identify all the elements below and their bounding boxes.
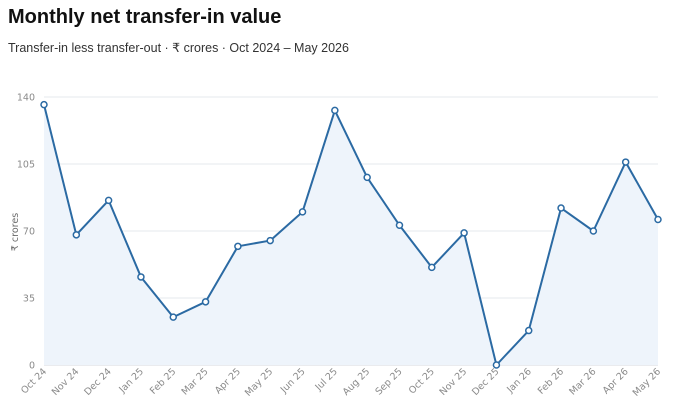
- data-point[interactable]: [72, 231, 81, 239]
- x-tick-label: Feb 26: [536, 366, 566, 396]
- chart-title: Monthly net transfer-in value: [8, 6, 282, 28]
- x-tick-label: May 25: [243, 366, 275, 398]
- series-line: [43, 104, 659, 366]
- data-point[interactable]: [266, 236, 274, 245]
- area-layer: [44, 104, 658, 366]
- y-tick-label: 140: [17, 93, 35, 104]
- data-point[interactable]: [557, 204, 565, 212]
- y-tick-label: 105: [17, 160, 35, 171]
- y-tick-label: 35: [23, 294, 35, 305]
- x-tick-label: Dec 24: [82, 366, 113, 397]
- x-tick-label: Jul 25: [313, 366, 340, 393]
- data-point[interactable]: [169, 313, 178, 321]
- x-tick-label: Mar 26: [567, 366, 598, 397]
- x-tick-label: Oct 25: [407, 366, 437, 396]
- line-layer: [43, 104, 659, 366]
- data-point[interactable]: [589, 227, 598, 235]
- data-point[interactable]: [492, 361, 501, 369]
- area-fill: [44, 104, 658, 366]
- x-tick-label: Dec 25: [470, 366, 501, 397]
- data-point[interactable]: [331, 106, 339, 115]
- data-point[interactable]: [298, 208, 307, 216]
- data-point[interactable]: [234, 242, 242, 251]
- data-point[interactable]: [201, 298, 210, 306]
- x-tick-label: Jan 25: [117, 366, 147, 396]
- data-points: [40, 100, 662, 369]
- x-tick-label: Jun 25: [278, 366, 308, 396]
- data-point[interactable]: [654, 215, 662, 224]
- y-tick-label: 0: [29, 361, 35, 372]
- data-point[interactable]: [428, 263, 436, 272]
- data-point[interactable]: [524, 326, 533, 335]
- data-point[interactable]: [395, 221, 404, 230]
- x-tick-label: Nov 25: [438, 366, 470, 398]
- data-point[interactable]: [137, 273, 145, 281]
- x-tick-label: May 26: [631, 366, 663, 398]
- y-axis-title: ₹ crores: [10, 213, 21, 251]
- data-point[interactable]: [363, 173, 371, 182]
- x-tick-label: Apr 25: [213, 366, 243, 396]
- data-point[interactable]: [40, 100, 48, 109]
- x-tick-label: Nov 24: [50, 366, 82, 398]
- x-tick-label: Feb 25: [148, 366, 178, 396]
- y-axis-ticks: 0 35 70 105 140: [17, 93, 35, 372]
- x-axis-ticks: Oct 24 Nov 24 Dec 24 Jan 25 Feb 25 Mar 25 Apr …: [19, 366, 663, 398]
- x-tick-label: Sep 25: [373, 366, 404, 397]
- data-point[interactable]: [104, 196, 113, 205]
- y-tick-label: 70: [23, 227, 35, 238]
- chart-subtitle: Transfer-in less transfer-out · ₹ crores…: [8, 41, 349, 55]
- x-tick-label: Jan 26: [504, 366, 534, 396]
- data-point[interactable]: [460, 229, 468, 237]
- data-point[interactable]: [621, 158, 630, 166]
- x-tick-label: Mar 25: [180, 366, 211, 397]
- x-tick-label: Apr 26: [601, 366, 631, 396]
- x-tick-label: Aug 25: [341, 366, 373, 398]
